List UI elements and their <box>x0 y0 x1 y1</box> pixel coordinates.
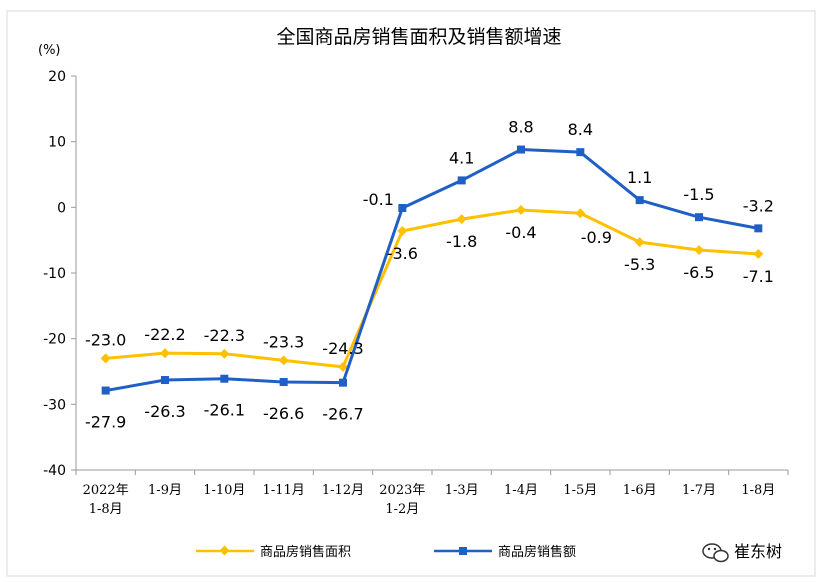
area-data-label: -22.2 <box>144 325 185 344</box>
x-tick-label: 1-8月 <box>741 483 775 498</box>
y-axis-unit: (%) <box>38 43 61 58</box>
chart-title: 全国商品房销售面积及销售额增速 <box>276 26 561 48</box>
sales-point <box>101 386 110 395</box>
x-tick-label: 1-10月 <box>203 483 245 498</box>
sales-data-label: -0.1 <box>363 190 394 209</box>
area-point <box>694 245 704 255</box>
legend-marker-sales <box>459 547 467 555</box>
area-point <box>634 237 645 248</box>
y-tick-label: 20 <box>48 69 66 85</box>
legend-label-area: 商品房销售面积 <box>260 544 351 560</box>
sales-data-label: -26.1 <box>204 401 245 420</box>
sales-data-label: 1.1 <box>627 168 652 187</box>
sales-point <box>517 145 525 154</box>
area-data-label: -22.3 <box>204 326 245 345</box>
area-point <box>575 208 586 219</box>
sales-point <box>695 213 703 222</box>
legend: 商品房销售面积 商品房销售额 <box>196 544 576 560</box>
area-data-label: -0.4 <box>505 223 536 242</box>
area-data-label: -3.6 <box>387 244 418 263</box>
area-data-label: -5.3 <box>624 255 655 274</box>
legend-item-area: 商品房销售面积 <box>196 544 351 560</box>
legend-marker-area <box>219 545 230 556</box>
sales-point <box>220 374 229 383</box>
x-tick-label: 2023年 1-2月 <box>379 483 425 517</box>
axes: 20 10 0 -10 -20 -30 -40 2022年 1-8月 1-9月 1-10月 1-11月… <box>43 69 789 517</box>
x-tick-label: 2022年 1-8月 <box>83 483 129 517</box>
area-point <box>338 361 348 372</box>
area-data-label: -23.3 <box>263 332 304 351</box>
x-tick-label: 1-11月 <box>263 483 305 498</box>
sales-data-label: 8.8 <box>508 118 533 137</box>
x-tick-label: 1-3月 <box>445 483 479 498</box>
x-tick-label: 1-5月 <box>563 483 597 498</box>
sales-point <box>339 378 347 387</box>
sales-point <box>161 376 169 385</box>
sales-data-label: -26.7 <box>322 405 363 424</box>
area-data-label: -7.1 <box>743 267 774 286</box>
sales-point <box>457 176 466 185</box>
y-tick-label: -30 <box>43 397 66 413</box>
x-tick-label: 1-7月 <box>682 483 716 498</box>
area-data-label: -0.9 <box>581 228 612 247</box>
x-tick-label: 1-12月 <box>322 483 364 498</box>
area-data-label: -24.3 <box>322 339 363 358</box>
sales-data-label: -1.5 <box>683 185 714 204</box>
area-data-label: -23.0 <box>85 330 126 349</box>
area-point <box>516 205 526 215</box>
area-data-label: -6.5 <box>683 263 714 282</box>
legend-label-sales: 商品房销售额 <box>498 544 576 560</box>
area-point <box>456 214 467 225</box>
series-layer <box>100 145 764 395</box>
sales-point <box>398 203 407 212</box>
sales-data-label: -26.6 <box>263 404 304 423</box>
watermark: 崔东树 <box>702 542 782 563</box>
area-point <box>278 355 289 366</box>
data-labels: -23.0 -22.2 -22.3 -23.3 -24.3 -3.6 -1.8 -0.4 -0.… <box>85 118 774 432</box>
y-tick-label: 10 <box>48 135 66 151</box>
sales-point <box>576 148 585 157</box>
watermark-text: 崔东树 <box>734 542 782 561</box>
sales-point <box>279 378 288 387</box>
x-tick-label: 1-6月 <box>623 483 657 498</box>
sales-data-label: -3.2 <box>743 196 774 215</box>
series-line-sales-amount <box>105 148 759 393</box>
area-point <box>397 226 408 236</box>
sales-data-label: -27.9 <box>85 413 126 432</box>
y-tick-label: -40 <box>43 463 66 479</box>
sales-data-label: 4.1 <box>449 148 474 167</box>
area-point <box>219 348 230 359</box>
sales-data-label: -26.3 <box>144 402 185 421</box>
y-tick-label: -20 <box>43 332 66 348</box>
sales-point <box>754 224 763 233</box>
x-tick-label: 1-9月 <box>148 483 182 498</box>
legend-item-sales: 商品房销售额 <box>434 544 576 560</box>
area-point <box>160 348 170 359</box>
chart-border <box>6 10 816 577</box>
area-point <box>753 249 764 259</box>
sales-data-label: 8.4 <box>568 120 593 139</box>
area-data-label: -1.8 <box>446 232 477 251</box>
series-line-sales-area <box>105 208 759 369</box>
y-tick-label: -10 <box>43 266 66 282</box>
y-tick-label: 0 <box>57 200 66 216</box>
wechat-icon <box>702 543 729 563</box>
x-tick-label: 1-4月 <box>504 483 538 498</box>
sales-point <box>635 196 644 205</box>
